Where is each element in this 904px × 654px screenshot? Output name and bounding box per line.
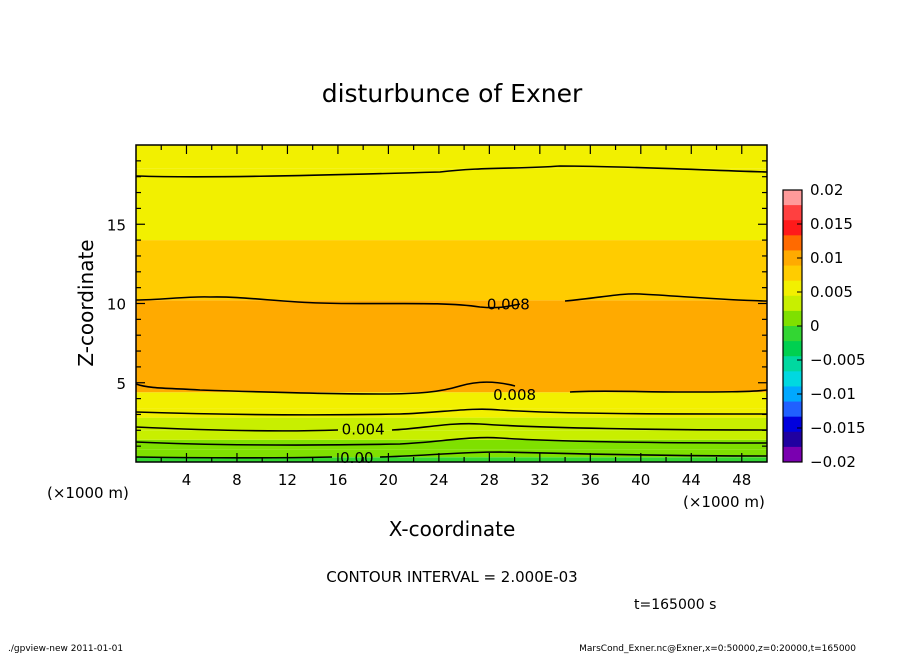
high-value-patch-right — [530, 344, 662, 375]
contour-0.006 — [135, 408, 768, 416]
colorbar-tick-label: 0.015 — [810, 215, 853, 233]
colorbar-segment — [783, 265, 802, 282]
colorbar-segment — [783, 401, 802, 418]
y-tick-label: 15 — [107, 216, 126, 234]
heatmap-patches — [143, 344, 767, 378]
footer-right: MarsCond_Exner.nc@Exner,x=0:50000,z=0:20… — [579, 644, 856, 654]
colorbar-segment — [783, 416, 802, 433]
x-tick-label: 12 — [278, 471, 297, 489]
colorbar-tick-label: 0.02 — [810, 181, 843, 199]
x-tick-label: 44 — [682, 471, 701, 489]
colorbar-segment — [783, 371, 802, 387]
heatmap-band-0 — [136, 457, 767, 462]
y-tick-labels: 5 10 15 — [107, 216, 126, 393]
contour-upper — [135, 165, 768, 178]
x-tick-label: 4 — [182, 471, 192, 489]
colorbar-segment — [783, 341, 802, 357]
y-tick-label: 10 — [107, 296, 126, 314]
y-tick-label: 5 — [116, 375, 126, 393]
heatmap-bands — [136, 145, 767, 462]
heatmap-band-3 — [136, 430, 767, 440]
colorbar-segment — [783, 220, 802, 236]
contour-label: 0.008 — [493, 386, 536, 404]
time-label: t=165000 s — [634, 597, 716, 613]
high-value-patch-far-right — [676, 358, 767, 373]
footer-left: ./gpview-new 2011-01-01 — [8, 644, 123, 654]
x-left-unit: (×1000 m) — [47, 484, 129, 502]
colorbar-segment — [783, 431, 802, 448]
contour-label: 0.00 — [340, 449, 373, 467]
x-tick-label: 20 — [379, 471, 398, 489]
contour-lines — [135, 165, 768, 459]
contour-interval-text: CONTOUR INTERVAL = 2.000E-03 — [326, 568, 577, 586]
x-tick-label: 16 — [328, 471, 347, 489]
colorbar-tick-label: −0.02 — [810, 453, 856, 471]
heatmap-band-6 — [136, 392, 767, 409]
colorbar-segment — [783, 446, 802, 463]
y-axis-label: Z-coordinate — [74, 239, 98, 366]
colorbar-segment — [783, 250, 802, 267]
colorbar-segment — [783, 205, 802, 221]
colorbar-tick-label: −0.005 — [810, 351, 866, 369]
colorbar-segment — [783, 295, 802, 312]
x-tick-label: 48 — [732, 471, 751, 489]
colorbar-segment — [783, 235, 802, 251]
colorbar-tick-label: −0.015 — [810, 419, 866, 437]
high-value-patch-left — [143, 344, 440, 378]
axis-ticks — [136, 145, 767, 462]
x-right-unit: (×1000 m) — [683, 493, 765, 511]
contour-0.000 — [135, 451, 768, 459]
contour-0.002 — [135, 436, 768, 446]
x-axis-label: X-coordinate — [389, 517, 516, 541]
x-tick-label: 28 — [480, 471, 499, 489]
colorbar-segment — [783, 356, 802, 372]
heatmap-band-5 — [136, 408, 767, 418]
heatmap-band-10 — [136, 145, 767, 169]
heatmap-band-8 — [136, 240, 767, 301]
contour-0.004 — [135, 422, 768, 432]
colorbar-tick-label: −0.01 — [810, 385, 856, 403]
colorbar-segment — [783, 190, 802, 206]
colorbar — [782, 189, 803, 463]
x-tick-label: 40 — [631, 471, 650, 489]
colorbar-segment — [783, 386, 802, 403]
contour-0.008-lower — [135, 381, 768, 395]
heatmap-band-7 — [136, 300, 767, 393]
x-tick-label: 24 — [429, 471, 448, 489]
chart-title: disturbunce of Exner — [322, 79, 583, 108]
x-tick-label: 32 — [530, 471, 549, 489]
x-tick-label: 8 — [232, 471, 242, 489]
colorbar-segment — [783, 280, 802, 297]
colorbar-tick-label: 0.005 — [810, 283, 853, 301]
x-tick-labels: 4 8 12 16 20 24 28 32 36 40 44 48 — [182, 471, 752, 489]
contour-label: 0.008 — [487, 296, 530, 314]
colorbar-tick-label: 0 — [810, 317, 820, 335]
colorbar-tick-label: 0.01 — [810, 249, 843, 267]
colorbar-segment — [783, 310, 802, 327]
heatmap-band-9 — [136, 168, 767, 241]
colorbar-segment — [783, 326, 802, 342]
x-tick-label: 36 — [581, 471, 600, 489]
contour-0.008-upper — [135, 293, 768, 309]
contour-label: 0.004 — [342, 421, 385, 439]
colorbar-tick-labels: 0.02 0.015 0.01 0.005 0 −0.005 −0.01 −0.015 −0.0… — [797, 181, 866, 471]
heatmap-band-2 — [136, 439, 767, 450]
